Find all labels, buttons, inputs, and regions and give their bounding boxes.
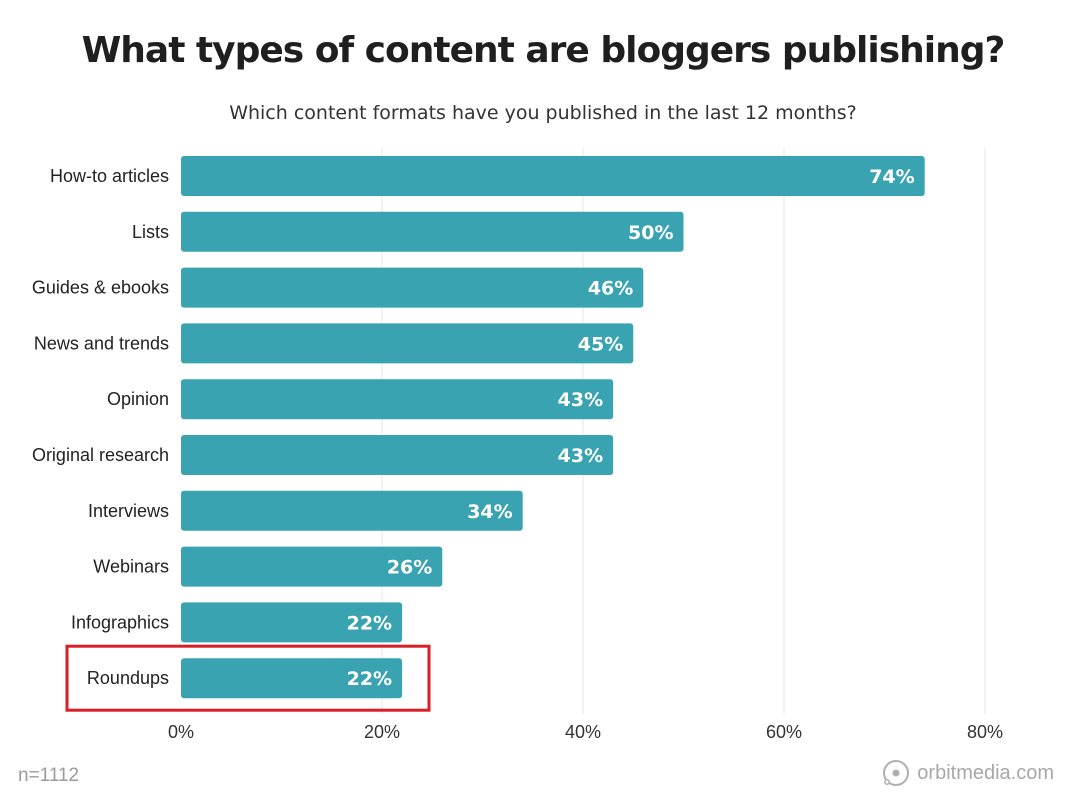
value-label: 46% [588, 278, 633, 300]
sample-size-note: n=1112 [18, 765, 80, 786]
bar [181, 658, 403, 699]
category-label: Webinars [93, 557, 169, 577]
brand-watermark: orbitmedia.com [881, 758, 1054, 788]
category-label: Lists [132, 222, 169, 242]
category-label: Roundups [87, 668, 169, 688]
bar [181, 602, 403, 643]
bar [181, 379, 614, 420]
value-label: 22% [347, 668, 392, 690]
value-label: 22% [347, 612, 392, 634]
bar [181, 267, 644, 308]
x-tick-label: 80% [967, 722, 1003, 742]
x-tick-label: 40% [565, 722, 601, 742]
bar [181, 435, 614, 475]
x-tick-label: 0% [168, 722, 194, 742]
value-label: 34% [467, 501, 512, 523]
chart-title: What types of content are bloggers publi… [81, 30, 1006, 71]
x-tick-label: 60% [766, 722, 802, 742]
category-label: News and trends [34, 333, 169, 353]
value-label: 26% [387, 557, 432, 579]
brand-text: orbitmedia.com [917, 761, 1054, 784]
category-label: How-to articles [50, 166, 169, 186]
category-label: Original research [32, 445, 169, 465]
bar [181, 546, 443, 587]
category-label: Interviews [88, 501, 169, 521]
orbit-logo-icon [883, 760, 910, 786]
value-label: 43% [558, 389, 603, 411]
highlight-box [65, 644, 431, 712]
value-label: 45% [578, 333, 623, 355]
value-label: 74% [869, 166, 914, 188]
value-label: 43% [558, 445, 603, 467]
bar [181, 211, 684, 252]
value-label: 50% [628, 222, 673, 244]
bar [181, 156, 925, 196]
bar [181, 490, 523, 531]
category-label: Infographics [71, 612, 169, 632]
x-tick-label: 20% [364, 722, 400, 742]
category-label: Opinion [107, 389, 169, 409]
bar [181, 323, 634, 364]
category-label: Guides & ebooks [32, 278, 169, 298]
chart-subtitle: Which content formats have you published… [229, 102, 857, 124]
